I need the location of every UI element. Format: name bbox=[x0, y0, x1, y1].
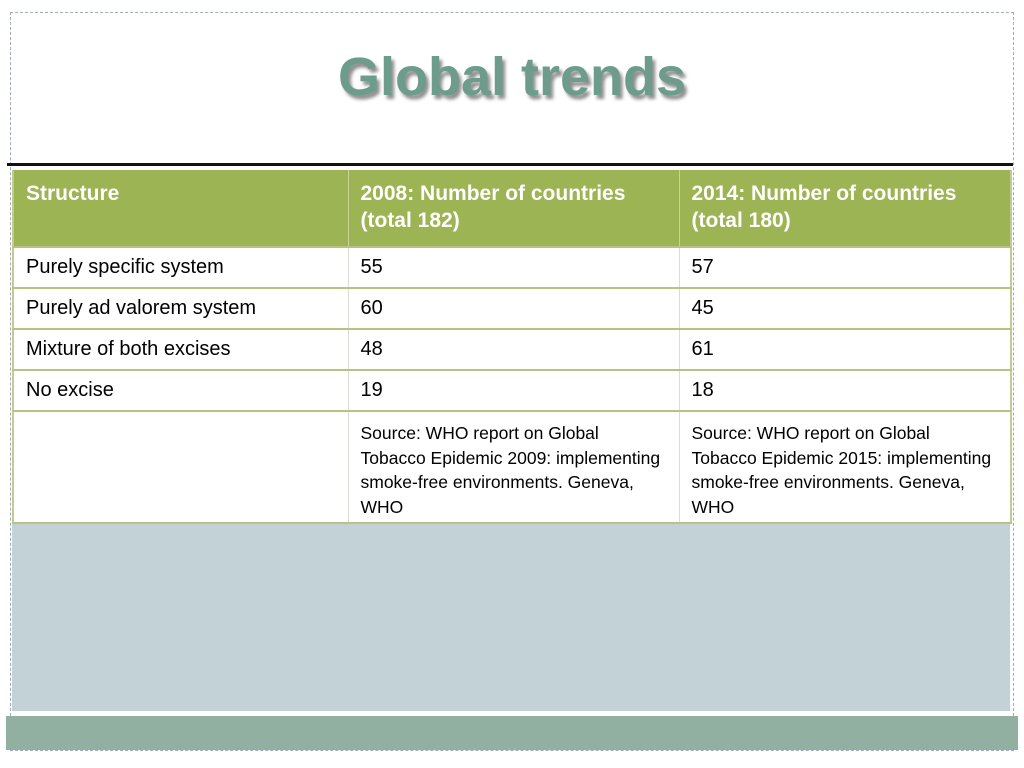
cell-2014-value: 57 bbox=[678, 246, 1011, 288]
cell-2008-value: 60 bbox=[347, 287, 679, 329]
cell-source-2014: Source: WHO report on Global Tobacco Epi… bbox=[678, 410, 1011, 523]
cell-source-empty bbox=[13, 410, 348, 523]
cell-2014-value: 45 bbox=[678, 287, 1011, 329]
table-row: Mixture of both excises 48 61 bbox=[13, 328, 1011, 370]
col-header-line1: 2014: Number of countries bbox=[691, 182, 957, 205]
col-header-2014: 2014: Number of countries (total 180) bbox=[678, 170, 1011, 247]
col-header-line1: 2008: Number of countries bbox=[360, 182, 626, 205]
cell-2008-value: 19 bbox=[347, 369, 679, 411]
col-header-line2 bbox=[26, 207, 338, 234]
slide-title: Global trends bbox=[337, 47, 687, 107]
title-divider-line bbox=[7, 163, 1013, 166]
cell-structure: Purely ad valorem system bbox=[13, 287, 348, 329]
col-header-line1: Structure bbox=[26, 182, 120, 205]
col-header-structure: Structure bbox=[13, 170, 348, 247]
bottom-accent-band bbox=[6, 716, 1018, 750]
cell-structure: No excise bbox=[13, 369, 348, 411]
col-header-line2: (total 180) bbox=[691, 209, 791, 232]
table-source-row: Source: WHO report on Global Tobacco Epi… bbox=[13, 410, 1011, 523]
cell-source-2008: Source: WHO report on Global Tobacco Epi… bbox=[347, 410, 679, 523]
cell-2014-value: 61 bbox=[678, 328, 1011, 370]
cell-2014-value: 18 bbox=[678, 369, 1011, 411]
table-row: Purely ad valorem system 60 45 bbox=[13, 287, 1011, 329]
trends-table: Structure 2008: Number of countries (tot… bbox=[12, 170, 1012, 524]
cell-2008-value: 55 bbox=[347, 246, 679, 288]
table-row: Purely specific system 55 57 bbox=[13, 246, 1011, 288]
table-row: No excise 19 18 bbox=[13, 369, 1011, 411]
cell-structure: Mixture of both excises bbox=[13, 328, 348, 370]
content-background bbox=[12, 523, 1010, 711]
col-header-line2: (total 182) bbox=[360, 209, 460, 232]
col-header-2008: 2008: Number of countries (total 182) bbox=[347, 170, 679, 247]
cell-2008-value: 48 bbox=[347, 328, 679, 370]
cell-structure: Purely specific system bbox=[13, 246, 348, 288]
table-header-row: Structure 2008: Number of countries (tot… bbox=[13, 170, 1011, 247]
